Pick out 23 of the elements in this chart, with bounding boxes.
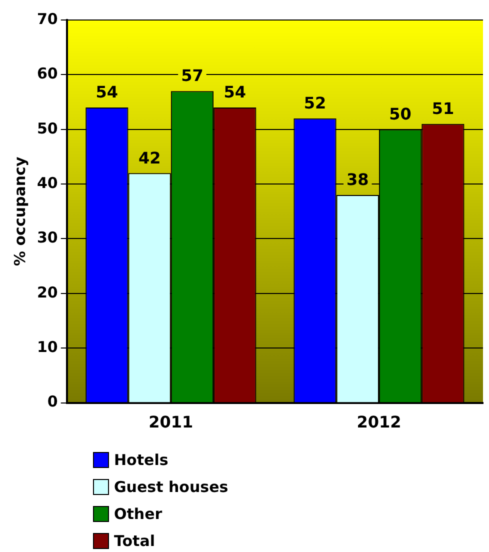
x-tick-label: 2011 (148, 412, 194, 432)
data-label: 54 (224, 82, 246, 102)
data-label: 57 (181, 66, 204, 86)
data-label: 52 (304, 94, 326, 113)
y-axis-title: % occupancy (10, 156, 29, 266)
y-tick-label: 30 (37, 228, 58, 247)
x-tick-label: 2012 (356, 412, 402, 432)
y-tick-label: 40 (37, 174, 58, 192)
y-tick-label: 50 (37, 119, 58, 138)
y-tick-label: 20 (37, 283, 58, 302)
data-label: 50 (389, 104, 412, 124)
legend-label: Total (114, 532, 155, 550)
legend-label: Other (114, 504, 162, 522)
data-label: 42 (138, 148, 161, 168)
y-tick-label: 10 (37, 338, 58, 356)
legend-label: Hotels (114, 450, 168, 468)
data-label: 38 (346, 170, 369, 190)
y-tick-label: 0 (47, 392, 58, 411)
data-label: 54 (96, 82, 118, 102)
legend-label: Guest houses (114, 478, 228, 496)
data-label: 51 (432, 99, 454, 118)
y-tick-label: 70 (37, 10, 58, 28)
y-tick-label: 60 (37, 64, 58, 83)
